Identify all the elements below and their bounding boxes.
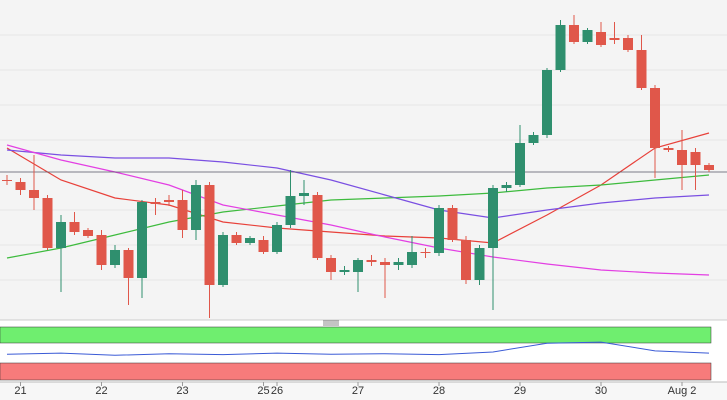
- candle-body: [353, 260, 363, 272]
- indicator-line: [6, 341, 710, 356]
- candle-body: [299, 193, 309, 196]
- candle-body: [569, 25, 579, 42]
- moving-average: [6, 174, 710, 259]
- x-tick-label: 21: [14, 385, 26, 397]
- candle-body: [380, 262, 390, 265]
- candle-body: [596, 32, 606, 45]
- candle-body: [434, 208, 444, 253]
- x-tick-label: 29: [514, 385, 526, 397]
- drag-handle[interactable]: [323, 320, 339, 326]
- candle-body: [150, 202, 161, 204]
- candle-body: [407, 252, 417, 265]
- candle-body: [542, 70, 552, 135]
- moving-average: [6, 132, 710, 244]
- background-grid: [0, 34, 727, 281]
- x-tick-label: 28: [433, 385, 445, 397]
- moving-average: [6, 144, 710, 276]
- candle-body: [515, 143, 525, 185]
- candle-body: [69, 222, 80, 232]
- overbought-band: [0, 326, 712, 344]
- candle-body: [704, 165, 714, 170]
- candle-body: [56, 222, 66, 248]
- candle-body: [29, 190, 39, 198]
- candle-body: [96, 235, 107, 265]
- candle-body: [555, 25, 566, 70]
- candle-body: [326, 258, 336, 272]
- candle-body: [245, 238, 255, 243]
- candle-body: [164, 200, 174, 202]
- x-tick-label: 23: [176, 385, 188, 397]
- candle-body: [663, 148, 674, 150]
- candle-body: [501, 185, 512, 188]
- candle-body: [461, 240, 471, 280]
- candle-body: [272, 225, 282, 252]
- x-axis-background: [0, 382, 727, 400]
- candle-body: [609, 38, 620, 40]
- candle-body: [231, 235, 242, 243]
- candle-body: [137, 202, 147, 278]
- candle-body: [650, 88, 660, 148]
- candle-body: [218, 235, 228, 285]
- candle-body: [488, 188, 498, 248]
- candle-body: [285, 196, 296, 225]
- candle-body: [420, 252, 431, 253]
- marks: 21 22 23 25 26 27 28 29 30 Aug 2: [0, 15, 727, 397]
- moving-average: [6, 149, 710, 219]
- candle-body: [312, 195, 323, 258]
- candle-body: [83, 230, 93, 236]
- x-tick-label: 25: [257, 385, 269, 397]
- oversold-band: [0, 362, 712, 381]
- candle-body: [339, 270, 350, 272]
- candle-body: [15, 182, 26, 190]
- candle-body: [474, 248, 485, 280]
- candle-body: [258, 240, 269, 252]
- x-tick-label: 26: [271, 385, 283, 397]
- x-tick-label: 27: [352, 385, 364, 397]
- candle-body: [2, 180, 12, 181]
- candle-body: [366, 260, 377, 262]
- candle-body: [393, 262, 404, 265]
- candle-body: [636, 50, 647, 88]
- plot-background: [0, 0, 727, 320]
- candle-body: [191, 185, 201, 230]
- x-tick-label: Aug 2: [668, 385, 697, 397]
- x-tick-label: 22: [95, 385, 107, 397]
- candle-body: [204, 185, 215, 285]
- candle-body: [528, 135, 539, 143]
- x-tick-label: 30: [595, 385, 607, 397]
- candle-body: [623, 38, 633, 50]
- candle-body: [690, 152, 701, 165]
- candle-body: [123, 250, 134, 278]
- candle-body: [42, 198, 53, 248]
- candle-body: [110, 250, 120, 265]
- candle-body: [177, 200, 188, 230]
- candle-body: [677, 150, 687, 165]
- candle-body: [582, 30, 593, 42]
- candle-body: [447, 208, 458, 240]
